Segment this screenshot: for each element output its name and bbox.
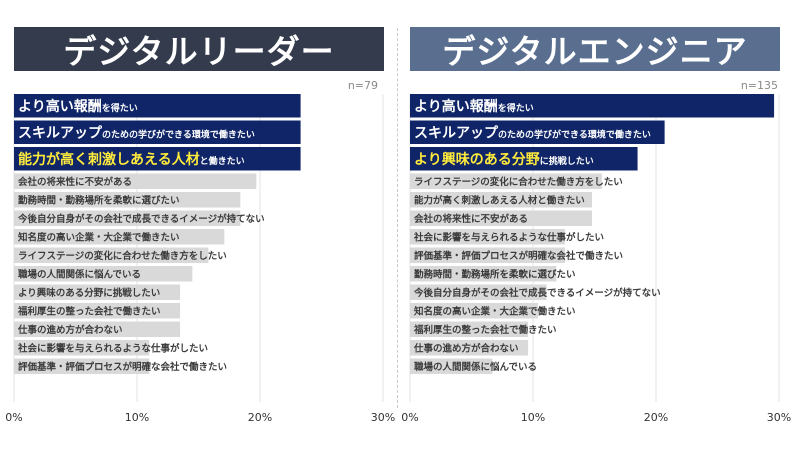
bar — [14, 284, 181, 300]
bar — [410, 266, 557, 282]
bar — [14, 358, 150, 374]
bar-label: 福利厚生の整った会社で働きたい — [413, 324, 557, 336]
bar — [14, 120, 301, 144]
bar — [14, 210, 241, 226]
bar-label: ライフステージの変化に合わせた働き方をしたい — [18, 250, 227, 262]
x-tick-label: 10% — [521, 411, 545, 424]
bar-label: 評価基準・評価プロセスが明確な会社で働きたい — [414, 250, 623, 262]
bar-label: ライフステージの変化に合わせた働き方をしたい — [414, 176, 623, 188]
bar — [14, 303, 181, 319]
bar-label: 職場の人間関係に悩んでいる — [414, 361, 537, 373]
bar — [14, 94, 301, 118]
x-tick-label: 0% — [401, 411, 418, 424]
bar — [410, 358, 493, 374]
bar-label: 福利厚生の整った会社で働きたい — [17, 305, 161, 317]
bar — [14, 192, 241, 208]
panel-divider — [397, 28, 398, 408]
bar-label: 今後自分自身がその会社で成長できるイメージが持てない — [413, 287, 661, 299]
bar-label: 社会に影響を与えられるような仕事がしたい — [17, 342, 208, 354]
bar-label: 評価基準・評価プロセスが明確な会社で働きたい — [18, 361, 227, 373]
bar-chart-leader: 0% 10% 20% 30% より高い報酬を得たいスキルアップのための学びができる環境で… — [5, 94, 395, 424]
bar — [410, 94, 775, 118]
bar — [14, 147, 301, 171]
bar-label: 勤務時間・勤務場所を柔軟に選びたい — [414, 268, 576, 280]
x-tick-label: 10% — [125, 411, 149, 424]
x-tick-label: 20% — [644, 411, 668, 424]
sample-size-label: n=79 — [347, 79, 378, 92]
x-tick-label: 20% — [248, 411, 272, 424]
bar-label: 知名度の高い企業・大企業で働きたい — [413, 305, 576, 317]
bar-label: 能力が高く刺激しあえる人材と働きたい — [18, 151, 245, 168]
bar — [14, 266, 193, 282]
bar — [410, 284, 547, 300]
x-tick-label: 0% — [5, 411, 22, 424]
bar — [14, 173, 257, 189]
bar-label: 会社の将来性に不安がある — [18, 176, 132, 188]
bar-label: より高い報酬を得たい — [414, 98, 534, 115]
chart-panel-engineer: デジタルエンジニア n=135 0% 10% 20% 30% より高い報酬を得たいスキル… — [400, 0, 791, 450]
chart-title: デジタルエンジニア — [410, 27, 780, 71]
bar-label: より興味のある分野に挑戦したい — [414, 152, 594, 168]
bar — [410, 321, 529, 337]
bar — [410, 247, 565, 263]
bar-label: より興味のある分野に挑戦したい — [18, 287, 160, 299]
bar-label: 会社の将来性に不安がある — [414, 213, 528, 225]
bar-label: スキルアップのための学びができる環境で働きたい — [18, 125, 255, 141]
bar — [410, 192, 593, 208]
bar-chart-engineer: 0% 10% 20% 30% より高い報酬を得たいスキルアップのための学びができる環境で… — [401, 94, 791, 424]
bar — [410, 147, 638, 171]
bar-label: スキルアップのための学びができる環境で働きたい — [414, 125, 651, 141]
bar — [410, 173, 602, 189]
bar-label: 今後自分自身がその会社で成長できるイメージが持てない — [17, 213, 265, 225]
bar-label: 知名度の高い企業・大企業で働きたい — [17, 231, 180, 243]
bar — [410, 229, 565, 245]
x-tick-label: 30% — [371, 411, 395, 424]
bar — [410, 210, 593, 226]
sample-size-label: n=135 — [740, 79, 778, 92]
bar — [410, 340, 529, 356]
bar — [410, 120, 665, 144]
bar — [14, 247, 209, 263]
bar-label: 勤務時間・勤務場所を柔軟に選びたい — [18, 194, 180, 206]
bar — [14, 340, 150, 356]
chart-title: デジタルリーダー — [14, 27, 384, 71]
bar — [14, 229, 225, 245]
bar-label: 社会に影響を与えられるような仕事がしたい — [413, 231, 604, 243]
bar — [14, 321, 181, 337]
bar-label: 能力が高く刺激しあえる人材と働きたい — [414, 194, 585, 206]
bar-label: 職場の人間関係に悩んでいる — [18, 268, 141, 280]
bar — [410, 303, 538, 319]
bar-label: より高い報酬を得たい — [18, 98, 138, 115]
bar-label: 仕事の進め方が合わない — [17, 324, 123, 336]
bar-label: 仕事の進め方が合わない — [413, 342, 519, 354]
x-tick-label: 30% — [767, 411, 791, 424]
chart-panel-leader: デジタルリーダー n=79 0% 10% 20% 30% より高い報酬を得たいスキルアッ… — [0, 0, 395, 450]
